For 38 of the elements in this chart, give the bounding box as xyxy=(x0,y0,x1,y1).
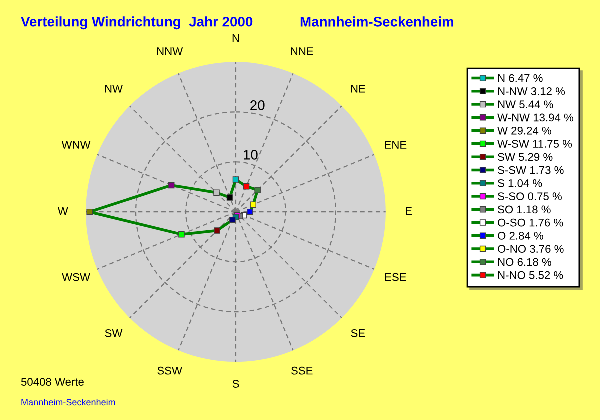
chart-subtitle: Mannheim-Seckenheim xyxy=(300,16,454,27)
text: N-NW 3.12 % xyxy=(498,88,566,96)
text: O 2.84 % xyxy=(498,232,544,240)
spoke-label: NE xyxy=(351,85,366,93)
text: O-NO 3.76 % xyxy=(498,245,564,254)
text: W-NW 13.94 % xyxy=(498,114,574,122)
text: SW 5.29 % xyxy=(498,153,553,162)
text: Mannheim-Seckenheim xyxy=(22,398,116,406)
text: W 29.24 % xyxy=(498,126,552,135)
spoke-label: ENE xyxy=(385,141,407,149)
text: NO 6.18 % xyxy=(498,258,552,266)
spoke-label: WSW xyxy=(62,273,90,282)
text: SO 1.18 % xyxy=(498,206,551,214)
spoke-label: NNW xyxy=(157,48,184,56)
text: NW 5.44 % xyxy=(498,100,554,109)
y-tick-label: 10 xyxy=(244,150,258,160)
spoke-label: S xyxy=(232,380,240,388)
spoke-label: SSE xyxy=(292,366,313,375)
spoke-label: N xyxy=(232,34,240,42)
text: O-SO 1.76 % xyxy=(498,218,564,227)
text: S-SW 1.73 % xyxy=(498,166,564,174)
spoke-label: NNE xyxy=(291,48,314,56)
y-tick-label: 20 xyxy=(250,100,265,110)
text: N 6.47 % xyxy=(498,74,543,82)
text: 50408 Werte xyxy=(21,378,84,386)
spoke-label: SSW xyxy=(158,366,182,375)
spoke-label: E xyxy=(406,207,412,215)
spoke-label: WNW xyxy=(62,141,91,149)
text: N-NO 5.52 % xyxy=(498,271,564,280)
spoke-label: W xyxy=(58,207,68,215)
chart-title: Verteilung Windrichtung Jahr 2000 xyxy=(21,16,253,30)
spoke-label: ESE xyxy=(385,273,406,282)
spoke-label: NW xyxy=(105,85,123,93)
text: S-SO 0.75 % xyxy=(498,192,562,200)
spoke-label: SW xyxy=(105,329,123,338)
text: S 1.04 % xyxy=(498,179,542,188)
text: W-SW 11.75 % xyxy=(498,140,572,148)
spoke-label: SE xyxy=(351,329,366,338)
